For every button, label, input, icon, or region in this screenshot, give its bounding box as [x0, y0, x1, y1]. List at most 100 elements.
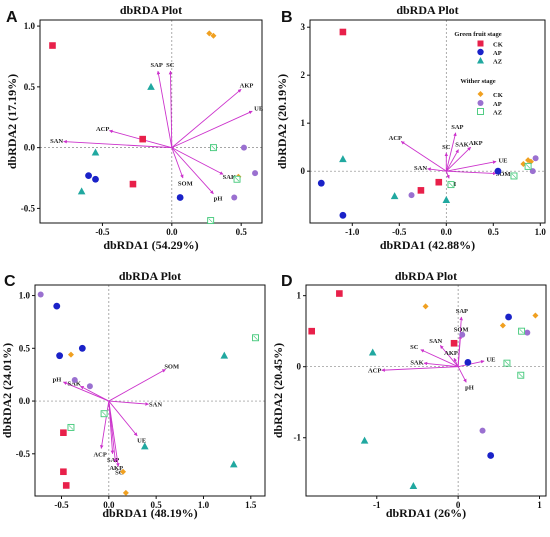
panel-c-arrow-ph [63, 381, 110, 402]
panel-b-point-az-green [390, 192, 399, 200]
panel-d-point-ck-green [336, 290, 343, 297]
legend-item-ck-green: CK [477, 40, 503, 49]
panel-b-arrow-label-acp: ACP [389, 135, 402, 142]
panel-b-frame [309, 19, 546, 224]
panel-d-point-ck-wither [422, 303, 429, 310]
panel-c-point-ck-wither [67, 351, 74, 358]
panel-b-point-ck-green [417, 187, 425, 194]
panel-a-point-az-green [77, 187, 86, 195]
panel-a-arrow-sap [156, 70, 173, 148]
panel-c-ytick-label: 1.0 [19, 291, 31, 301]
panel-a-arrow-label-ph: pH [214, 195, 223, 202]
legend-marker-az-wither [477, 108, 484, 115]
panel-c-point-ap-green [56, 352, 64, 360]
panel-c-xtick-label: -0.5 [54, 500, 69, 510]
legend-marker-ck-green [477, 40, 484, 47]
panel-b-arrow-label-sak: SAK [455, 141, 468, 148]
panel-d-point-ck-green [450, 339, 458, 347]
panel-a-arrow-label-som: SOM [178, 181, 193, 188]
panel-d-arrow-label-ph: pH [465, 385, 474, 392]
panel-c-ylabel: dbRDA2 (24.01%) [0, 343, 14, 438]
panel-a-arrow-label-san: SAN [50, 138, 63, 145]
panel-c-point-ck-wither [122, 489, 129, 496]
panel-c-point-az-green [140, 442, 149, 450]
panel-b-point-az-green [339, 155, 347, 163]
panel-b-arrow-label-akp: AKP [469, 140, 483, 147]
panel-d-arrow-akp [453, 357, 459, 367]
panel-b-xtick-label: 1.0 [535, 227, 547, 237]
panel-a-point-ck-green [129, 180, 137, 188]
panel-a-ytick-label: 0.0 [24, 143, 36, 153]
panel-b-ytick-label: 2 [301, 70, 306, 80]
legend-label-ck-green: CK [493, 42, 503, 49]
panel-a-arrow-ph [171, 147, 214, 195]
panel-d-point-ck-wither [499, 322, 506, 329]
panel-b-title: dbRDA Plot [396, 3, 458, 17]
panel-a-arrow-san [63, 139, 172, 149]
panel-c-arrow-label-acp: ACP [93, 451, 106, 458]
panel-c-arrow-label-sap: SAP [107, 457, 119, 464]
panel-c-xtick-label: 0.0 [103, 500, 115, 510]
legend-marker-ap-wither [477, 100, 484, 106]
panel-c-chart: dbRDA Plot-0.5 0.0 0.5 1.0 1.5-0.50.00.51.0d… [0, 269, 266, 520]
panel-b-point-ap-green [339, 211, 347, 219]
panel-b-ytick-label: 0 [301, 166, 306, 176]
panel-b-xtick-label: -0.5 [392, 227, 407, 237]
panel-d-arrow-label-sak: SAK [410, 360, 423, 367]
panel-a-chart: dbRDA Plot -0.5 0.0 0.5 -0.5 0.0 0.5 1.0 dbRDA1 … [5, 3, 263, 252]
panel-c-ytick-label: 0.0 [19, 396, 31, 406]
panel-c-arrow-label-ph: pH [53, 377, 62, 384]
panel-a-arrow-label-akp: AKP [240, 82, 254, 89]
panel-b-point-ap-wither [532, 155, 539, 162]
panel-a-point-ap-wither [231, 194, 238, 201]
legend: Green fruit stage CK AP AZ Wither stage … [454, 31, 502, 117]
panel-c-point-ap-wither [86, 383, 93, 390]
panel-d-arrow-label-acp: ACP [368, 368, 381, 375]
legend-title-wither: Wither stage [460, 78, 495, 85]
panel-c-point-az-green [229, 460, 238, 468]
panel-d-point-ap-green [464, 359, 472, 366]
panel-c-point-ap-green [78, 344, 86, 352]
panel-a-arrow-label-sc: SC [166, 62, 175, 69]
panel-d-point-ap-green [505, 313, 512, 321]
panel-d-point-ap-wither [524, 329, 531, 336]
panel-a-point-ck-wither [206, 30, 213, 37]
panel-d-xtick-label: -1 [373, 500, 381, 510]
panel-a-arrow-label-sap: SAP [151, 62, 163, 69]
panel-d-arrow-san [439, 345, 459, 367]
panel-d-arrow-ue [458, 359, 485, 368]
panel-a-point-az-green [91, 148, 100, 156]
panel-d-arrow-label-san: SAN [429, 338, 442, 345]
panel-b-point-ap-wither [408, 192, 415, 199]
legend-marker-ck-wither [477, 91, 484, 97]
panel-b-arrow-som [446, 170, 497, 176]
panel-d-arrow-sc [420, 349, 459, 368]
panel-c-arrow-sak [80, 385, 110, 402]
panel-c-point-ap-green [53, 302, 61, 310]
panel-b-arrow-ue [446, 160, 497, 172]
panel-a-point-ck-green [139, 135, 146, 143]
panel-d-ytick-label: 0 [297, 362, 302, 372]
panel-b-xtick-label: 0.0 [441, 227, 453, 237]
panel-a-point-ap-wither [252, 170, 259, 177]
panel-a-frame [39, 19, 263, 224]
panel-b-arrow-akp [445, 146, 472, 172]
panel-c-xtick-label: 1.0 [198, 500, 210, 510]
panel-d-ytick-label: -1 [294, 433, 302, 443]
panel-a-ytick-label: -0.5 [21, 203, 36, 213]
panel-d-point-ap-wither [479, 427, 486, 434]
legend-item-az-green: AZ [477, 57, 502, 66]
panel-letter-a: A [6, 9, 18, 26]
panel-d-arrow-acp [381, 366, 459, 372]
panel-a-point-ck-wither [210, 32, 217, 39]
panel-c-ytick-label: 0.5 [19, 343, 31, 353]
panel-c-frame [34, 284, 266, 497]
panel-d-title: dbRDA Plot [395, 269, 457, 283]
panel-b-ytick-label: 3 [301, 22, 306, 32]
panel-b-arrow-label-ue: UE [498, 157, 507, 164]
panel-a-point-ap-green [176, 194, 184, 201]
panel-c-arrow-acp [99, 400, 110, 449]
panel-a-arrow-label-sak: SAK [223, 174, 236, 181]
legend-item-ap-green: AP [477, 48, 502, 57]
panel-c-arrow-label-sc: SC [115, 469, 124, 476]
